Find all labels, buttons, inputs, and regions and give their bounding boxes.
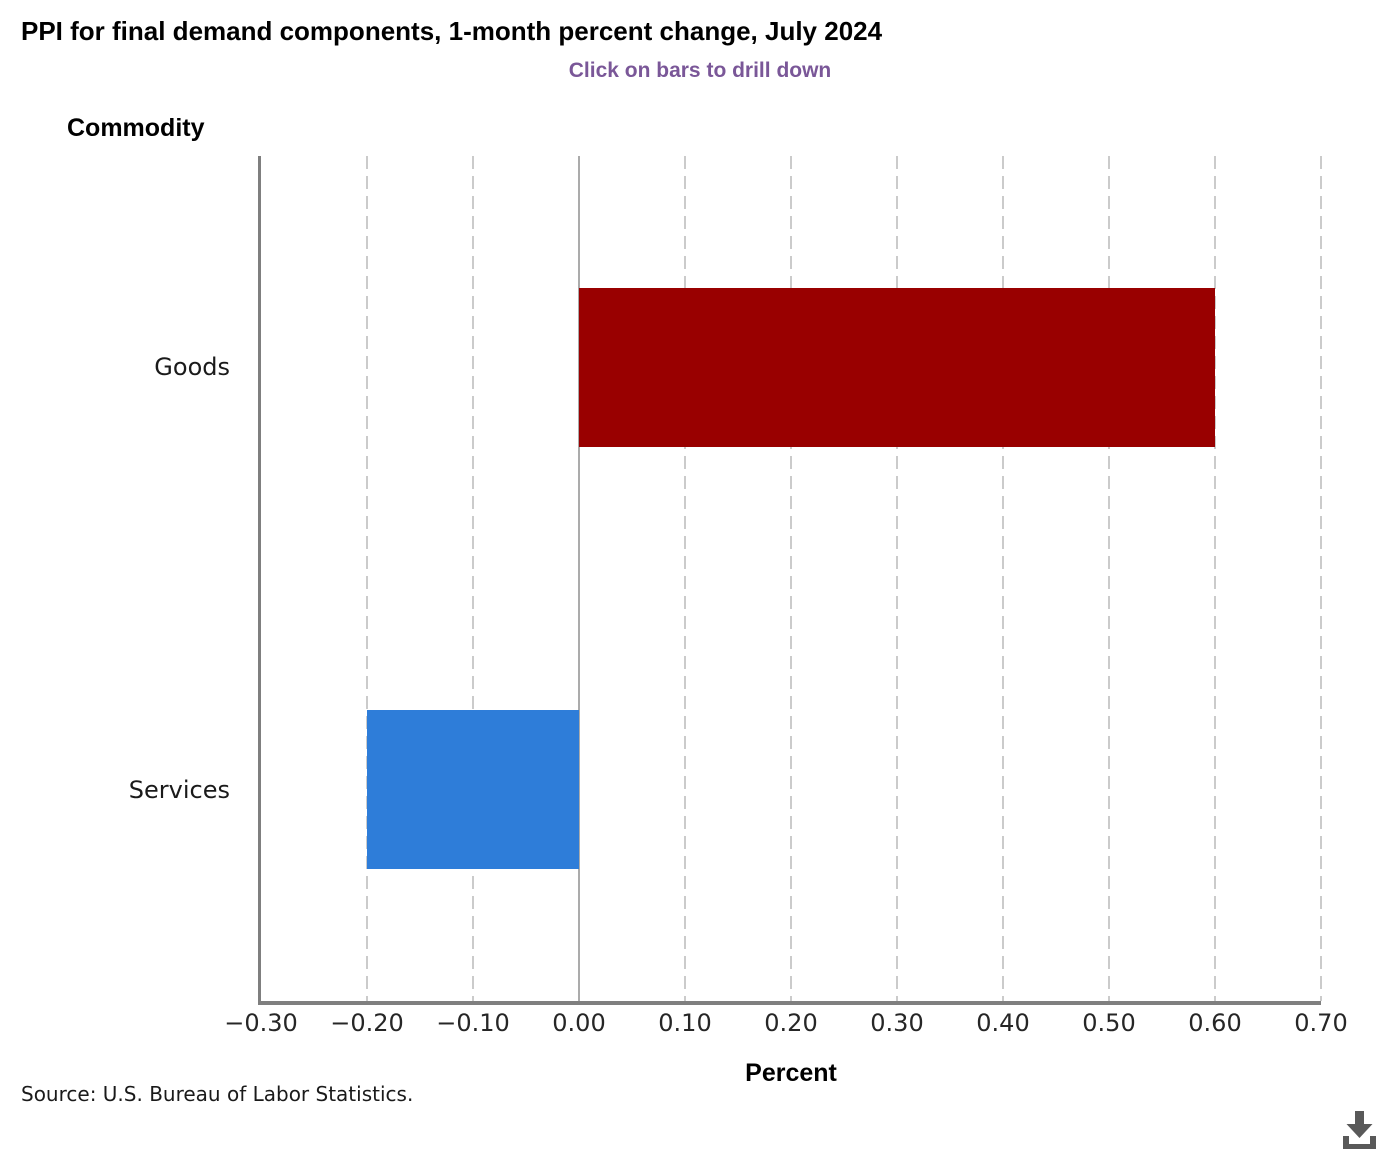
chart-title: PPI for final demand components, 1-month…	[21, 16, 883, 46]
gridline	[1320, 156, 1322, 1001]
category-label-goods: Goods	[154, 353, 230, 382]
source-note: Source: U.S. Bureau of Labor Statistics.	[21, 1082, 414, 1106]
gridline	[1108, 156, 1110, 1001]
x-tick-label: 0.60	[1188, 1009, 1242, 1037]
x-axis-title: Percent	[745, 1059, 837, 1087]
x-tick-label: 0.20	[764, 1009, 818, 1037]
y-axis-title: Commodity	[67, 114, 205, 142]
zero-line	[578, 156, 580, 1001]
download-button[interactable]	[1336, 1108, 1382, 1154]
bar-goods[interactable]	[579, 287, 1215, 447]
gridline	[790, 156, 792, 1001]
chart-subtitle: Click on bars to drill down	[568, 59, 832, 82]
gridline	[896, 156, 898, 1001]
x-tick-label: 0.70	[1294, 1009, 1348, 1037]
download-icon	[1343, 1111, 1376, 1149]
x-tick-label: 0.00	[552, 1009, 606, 1037]
gridline	[684, 156, 686, 1001]
x-tick-label: 0.40	[976, 1009, 1030, 1037]
category-label-services: Services	[128, 775, 230, 804]
x-tick-label: 0.50	[1082, 1009, 1136, 1037]
gridline	[366, 156, 368, 1001]
x-tick-label: −0.20	[330, 1009, 404, 1037]
x-tick-label: 0.30	[870, 1009, 924, 1037]
plot-area	[258, 156, 1322, 1005]
x-tick-label: −0.30	[224, 1009, 298, 1037]
gridline	[1214, 156, 1216, 1001]
x-tick-label: −0.10	[436, 1009, 510, 1037]
gridline	[1002, 156, 1004, 1001]
bar-services[interactable]	[367, 710, 579, 870]
x-tick-label: 0.10	[658, 1009, 712, 1037]
gridline	[472, 156, 474, 1001]
